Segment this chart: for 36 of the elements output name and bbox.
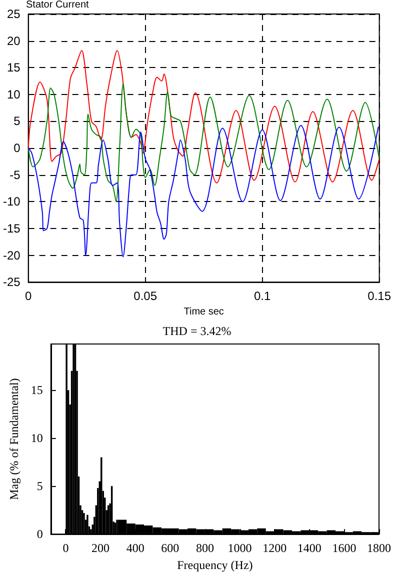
x-tick-label: 1000 <box>228 541 252 556</box>
y-tick-label: 0 <box>14 141 21 156</box>
x-tick-label: 600 <box>161 541 180 556</box>
y-tick-label: 15 <box>30 383 43 398</box>
x-axis-title: Time sec <box>184 306 224 318</box>
y-axis-title: Mag (% of Fundamental) <box>7 378 21 500</box>
x-tick-label: 0.15 <box>368 289 392 304</box>
x-tick-label: 1800 <box>367 541 391 556</box>
x-tick-label: 0.05 <box>134 289 158 304</box>
line-series <box>28 50 380 184</box>
x-tick-label: 1600 <box>332 541 356 556</box>
x-tick-label: 400 <box>126 541 144 556</box>
y-tick-label: 5 <box>36 479 43 494</box>
x-tick-label: 0.1 <box>254 289 271 304</box>
y-tick-label: -25 <box>3 275 21 290</box>
y-tick-label: -20 <box>3 248 21 262</box>
y-tick-label: -5 <box>10 168 21 182</box>
x-tick-label: 1400 <box>297 541 322 556</box>
x-tick-label: 200 <box>92 541 110 556</box>
line-series <box>28 83 380 202</box>
y-tick-label: -15 <box>3 221 21 236</box>
x-tick-label: 0 <box>62 541 69 556</box>
y-tick-label: 20 <box>6 34 21 48</box>
y-tick-label: 10 <box>6 87 21 102</box>
y-tick-label: 0 <box>36 527 43 542</box>
y-tick-label: 10 <box>30 431 43 446</box>
y-tick-label: 25 <box>6 7 21 21</box>
line-series <box>28 125 379 258</box>
y-tick-label: 15 <box>6 60 21 75</box>
chart-title: Stator Current <box>26 0 90 10</box>
y-tick-label: 5 <box>14 114 21 128</box>
x-axis-title: Frequency (Hz) <box>177 558 253 572</box>
y-tick-label: -10 <box>3 194 21 209</box>
x-tick-label: 800 <box>196 541 214 556</box>
x-tick-label: 1200 <box>262 541 287 556</box>
chart-title: THD = 3.42% <box>162 324 232 338</box>
